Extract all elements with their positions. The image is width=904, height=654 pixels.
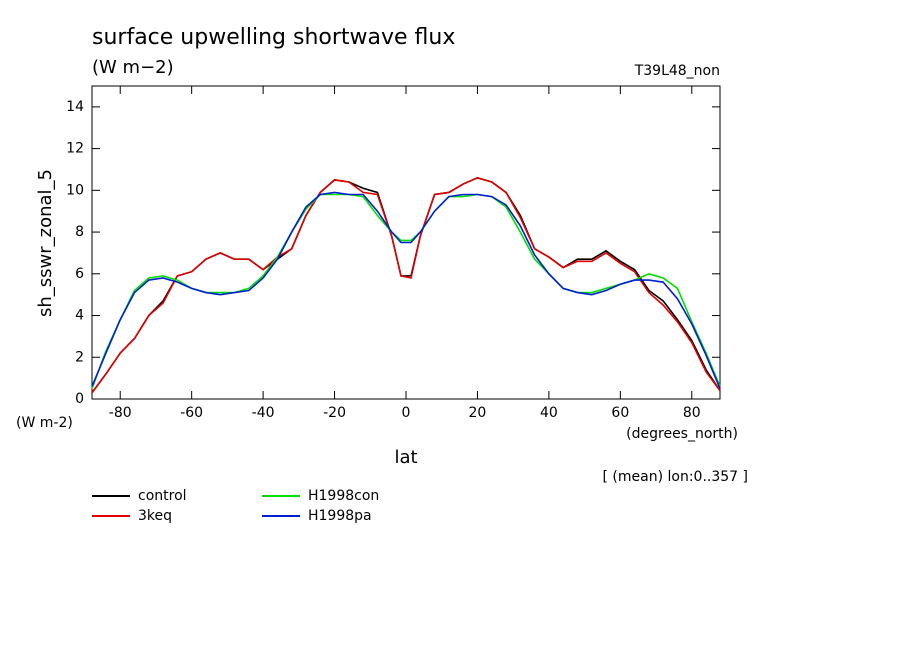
x-tick-label: 80 xyxy=(683,405,701,421)
x-tick-label: 0 xyxy=(402,405,411,421)
chart-subtitle: (W m−2) xyxy=(92,57,174,78)
y-tick-label: 14 xyxy=(66,99,84,115)
y-tick-label: 2 xyxy=(75,349,84,365)
note: [ (mean) lon:0..357 ] xyxy=(603,469,748,485)
data-line xyxy=(91,176,721,394)
x-tick-label: -40 xyxy=(252,405,275,421)
chart-title: surface upwelling shortwave flux xyxy=(92,25,455,50)
y-tick-label: 0 xyxy=(75,391,84,407)
y-tick-label: 4 xyxy=(75,308,84,324)
y-tick-label: 10 xyxy=(66,182,84,198)
x-tick-label: -80 xyxy=(109,405,132,421)
y-axis-label: sh_sswr_zonal_5 xyxy=(35,169,56,317)
legend-label: control xyxy=(138,488,187,504)
y-tick-label: 12 xyxy=(66,141,84,157)
x-tick-label: 20 xyxy=(469,405,487,421)
x-axis-label: lat xyxy=(394,447,417,468)
data-line xyxy=(91,193,721,389)
x-unit: (degrees_north) xyxy=(626,426,738,442)
x-tick-label: 60 xyxy=(611,405,629,421)
x-tick-label: -60 xyxy=(180,405,203,421)
y-unit: (W m-2) xyxy=(16,415,73,431)
legend-label: H1998con xyxy=(308,488,379,504)
legend-label: H1998pa xyxy=(308,508,372,524)
data-line xyxy=(91,191,721,389)
y-tick-label: 8 xyxy=(75,224,84,240)
y-tick-label: 6 xyxy=(75,266,84,282)
x-tick-label: -20 xyxy=(323,405,346,421)
legend-label: 3keq xyxy=(138,508,172,524)
run-label: T39L48_non xyxy=(634,63,720,79)
x-tick-label: 40 xyxy=(540,405,558,421)
